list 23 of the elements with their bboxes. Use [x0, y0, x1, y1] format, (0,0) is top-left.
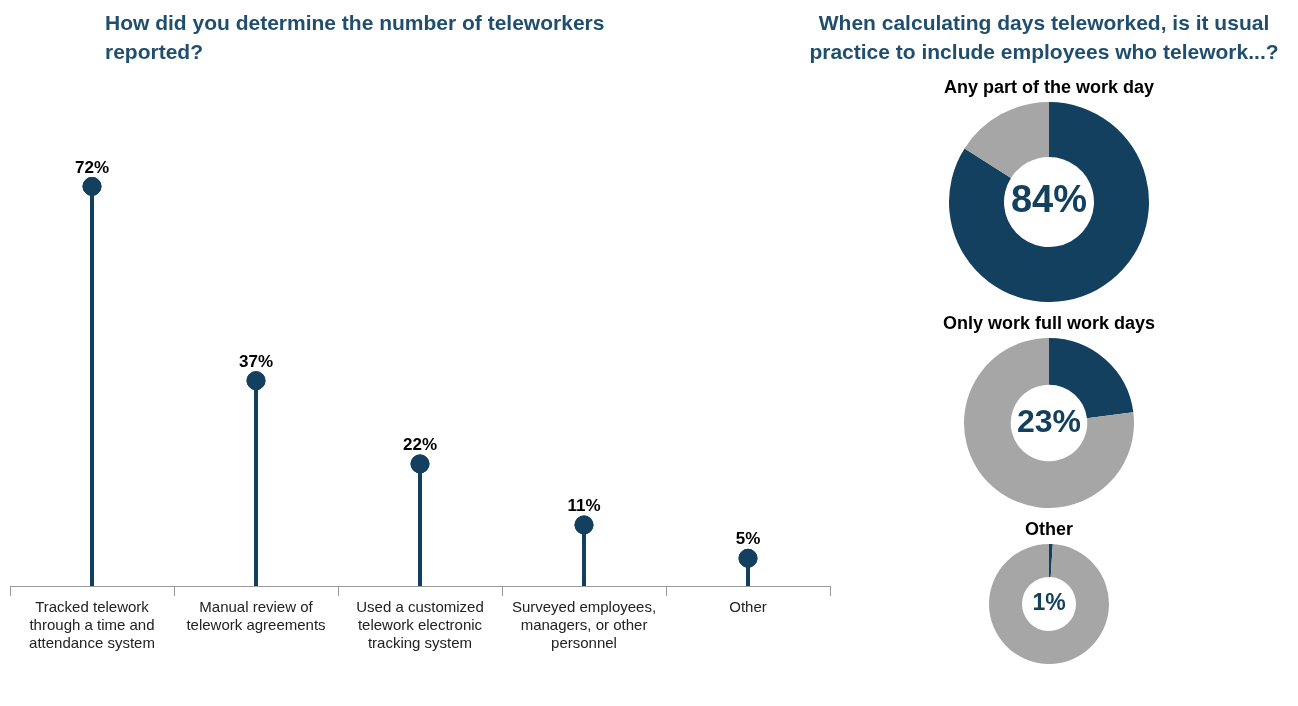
data-label: 5%: [735, 529, 761, 549]
chart-title: Only work full work days: [941, 312, 1157, 335]
point: [574, 515, 594, 535]
point: [82, 176, 102, 196]
x-tick-label: Used a customized telework electronic tracking system: [356, 598, 484, 652]
data-label: 11%: [567, 496, 601, 516]
point: [246, 371, 266, 391]
data-label: 1%: [1032, 589, 1066, 616]
data-label: 22%: [402, 435, 438, 455]
point: [738, 548, 758, 568]
x-tick-label: Other: [729, 598, 767, 616]
chart-title: Other: [1024, 518, 1074, 541]
data-label: 37%: [238, 351, 274, 371]
x-tick-label: Tracked telework through a time and attendance system: [29, 598, 155, 652]
chart-title: How did you determine the number of teleworkers reported?: [105, 10, 606, 65]
data-label: 72%: [74, 157, 110, 177]
x-tick-label: Manual review of telework agreements: [186, 598, 326, 634]
data-label: 23%: [1016, 402, 1082, 439]
chart-title: When calculating days teleworked, is it usual practice to include employees who telework...?: [808, 10, 1280, 65]
data-label: 84%: [1010, 178, 1088, 221]
point: [410, 454, 430, 474]
x-tick-label: Surveyed employees, managers, or other personnel: [511, 598, 657, 652]
chart-subtitle: Any part of the work day: [942, 76, 1155, 99]
